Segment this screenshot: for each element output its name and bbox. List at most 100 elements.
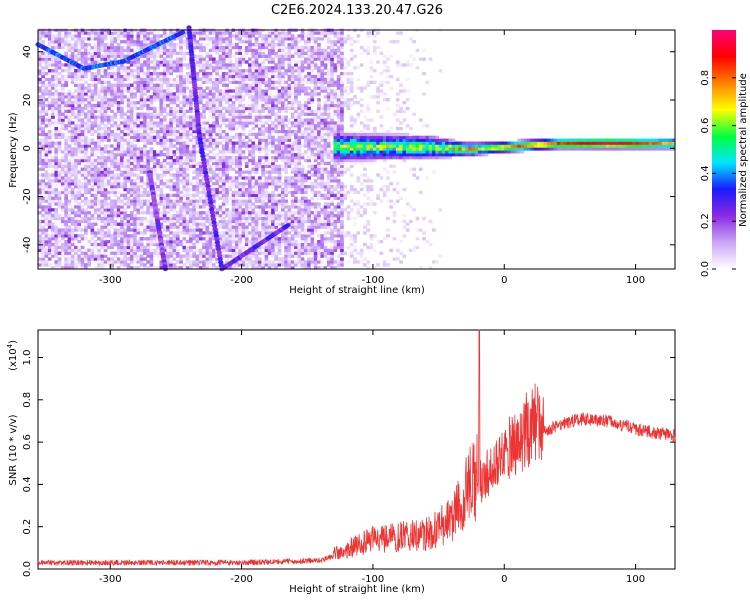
spectrogram-cell [57, 80, 62, 84]
spectrogram-cell [41, 205, 45, 209]
spectrogram-cell [205, 263, 210, 267]
spectrogram-cell [136, 129, 141, 134]
spectrogram-cell [251, 208, 256, 212]
spectrogram-cell [123, 182, 128, 186]
spectrogram-cell [162, 158, 167, 163]
spectrogram-cell [120, 225, 124, 229]
spectrogram-cell [87, 187, 91, 192]
spectrogram-cell [185, 196, 190, 200]
spectrogram-cell [271, 150, 275, 154]
spectrogram-cell [172, 135, 177, 139]
spectrogram-cell [110, 103, 114, 108]
spectrogram-cell [248, 40, 252, 44]
spectrogram-cell [123, 216, 128, 221]
spectrogram-cell [185, 187, 190, 192]
spectrogram-cell [116, 266, 121, 270]
spectrogram-cell [136, 190, 141, 195]
spectrogram-cell [80, 216, 85, 221]
spectrogram-cell [103, 109, 108, 113]
spectrogram-cell [77, 179, 82, 183]
spectrogram-cell [133, 132, 137, 137]
spectrogram-cell [195, 187, 200, 192]
spectrogram-cell [172, 150, 177, 154]
spectrogram-cell [100, 211, 105, 215]
spectrogram-cell [267, 115, 272, 119]
spectrogram-cell [195, 161, 200, 166]
spectrogram-cell [277, 193, 282, 197]
spectrogram-cell [64, 153, 68, 157]
spectrogram-cell [159, 193, 164, 197]
spectrogram-cell [156, 193, 160, 197]
spectrogram-cell [238, 69, 242, 73]
spectrogram-cell [120, 245, 124, 250]
spectrogram-cell [136, 60, 141, 64]
spectrogram-cell [103, 101, 108, 105]
spectrogram-cell [152, 34, 157, 38]
spectrogram-cell [54, 240, 59, 244]
spectrogram-cell [51, 112, 55, 116]
spectrogram-cell [93, 121, 98, 125]
spectrogram-cell [77, 187, 82, 192]
spectrogram-cell [84, 31, 88, 35]
spectrogram-cell [205, 138, 210, 142]
spectrogram-cell [74, 80, 78, 84]
spectrogram-cell [146, 74, 151, 79]
spectrogram-cell [179, 150, 183, 154]
spectrogram-cell [212, 40, 216, 44]
spectrogram-cell [97, 158, 101, 163]
spectrogram-cell [166, 228, 170, 232]
spectrogram-cell [166, 150, 170, 154]
spectrogram-cell [103, 161, 108, 166]
spectrogram-cell [113, 101, 118, 105]
spectrogram-cell [198, 106, 203, 111]
spectrogram-cell [277, 170, 282, 174]
spectrogram-cell [54, 72, 59, 76]
spectrogram-cell [294, 219, 298, 224]
spectrogram-cell [116, 190, 121, 195]
spectrogram-cell [103, 106, 108, 111]
spectrogram-cell [290, 43, 295, 47]
spectrogram-cell [84, 231, 88, 235]
spectrogram-cell [235, 266, 239, 270]
spectrogram-cell [218, 164, 223, 168]
spectrogram-cell [41, 254, 45, 258]
spectrogram-cell [212, 199, 216, 203]
spectrogram-cell [136, 257, 141, 261]
spectrogram-cell [54, 37, 59, 41]
spectrogram-cell [195, 248, 200, 252]
spectrogram-cell [113, 231, 118, 235]
spectrogram-cell [126, 37, 131, 41]
spectrogram-cell [267, 219, 272, 224]
spectrogram-cell [70, 147, 75, 151]
spectrogram-cell [54, 103, 59, 108]
spectrogram-cell [195, 40, 200, 44]
spectrogram-cell [120, 132, 124, 137]
spectrogram-cell [87, 248, 91, 252]
spectrogram-cell [80, 57, 85, 61]
spectrogram-cell [146, 161, 151, 166]
spectrogram-cell [110, 66, 114, 70]
spectrogram-cell [281, 263, 285, 267]
spectrogram-cell [166, 138, 170, 142]
spectrogram-cell [139, 43, 144, 47]
spectrogram-cell [238, 167, 242, 171]
spectrogram-cell [287, 245, 292, 250]
spectrogram-cell [185, 153, 190, 157]
spectrogram-cell [67, 173, 72, 177]
spectrogram-cell [251, 150, 256, 154]
spectrogram-cell [225, 63, 229, 67]
spectrogram-cell [221, 182, 226, 186]
spectrogram-cell [264, 34, 269, 38]
spectrogram-cell [44, 98, 49, 102]
spectrogram-cell [281, 54, 285, 58]
spectrogram-cell [41, 228, 45, 232]
spectrogram-cell [212, 80, 216, 84]
spectrogram-cell [248, 214, 252, 218]
spectrogram-cell [208, 170, 213, 174]
spectrogram-cell [159, 118, 164, 122]
spectrogram-cell [110, 74, 114, 79]
spectrogram-cell [218, 208, 223, 212]
spectrogram-cell [185, 164, 190, 168]
spectrogram-cell [251, 219, 256, 224]
spectrogram-cell [205, 248, 210, 252]
